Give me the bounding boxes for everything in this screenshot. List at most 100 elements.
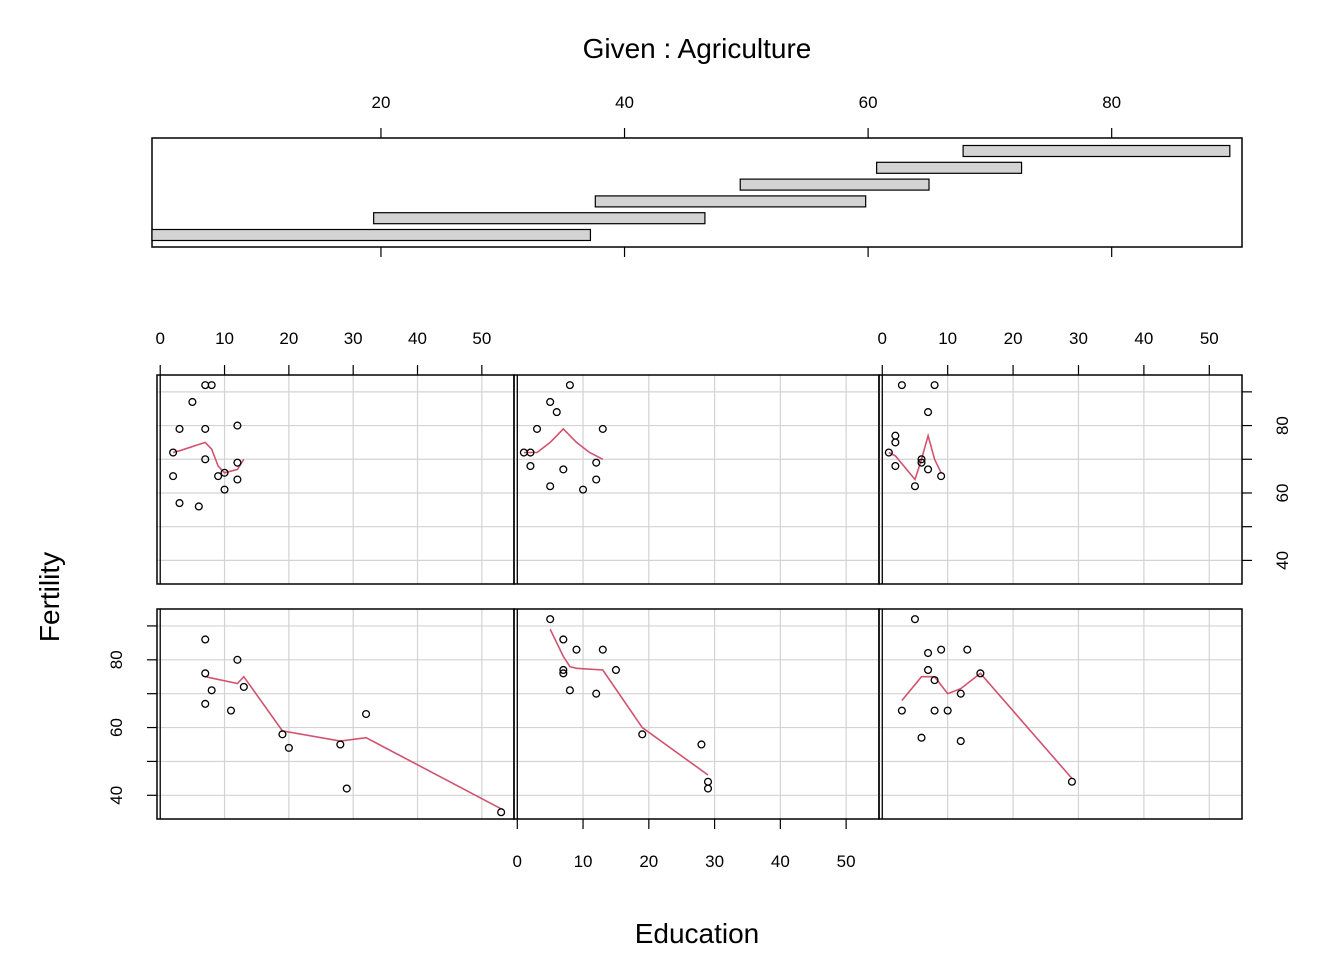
- x-tick-label: 20: [279, 329, 298, 348]
- scatter-panel: 40 60 80: [107, 608, 515, 820]
- x-tick-label: 40: [771, 852, 790, 871]
- smooth-line: [888, 432, 942, 482]
- scatter-panel: [878, 608, 1243, 820]
- given-interval-bar: [962, 144, 1231, 158]
- data-point: [891, 438, 900, 447]
- data-point: [284, 743, 293, 752]
- given-interval-bar: [594, 195, 867, 208]
- scatter-panel: [513, 374, 880, 585]
- smooth-line: [549, 628, 709, 776]
- data-point: [552, 408, 561, 417]
- data-point: [598, 424, 607, 433]
- x-tick-label: 20: [639, 852, 658, 871]
- x-tick-label: 40: [408, 329, 427, 348]
- data-point: [226, 706, 236, 715]
- data-point: [188, 397, 197, 407]
- data-point: [897, 381, 906, 390]
- panel-frame: [156, 374, 515, 585]
- data-point: [963, 645, 972, 654]
- panel-frame: [878, 608, 1243, 820]
- data-point: [497, 808, 506, 817]
- data-point: [592, 475, 601, 484]
- data-point: [336, 740, 345, 749]
- data-point: [943, 706, 952, 715]
- data-point: [201, 455, 210, 464]
- y-tick-label: 80: [1273, 416, 1292, 435]
- data-point: [976, 669, 985, 678]
- y-tick-label: 60: [107, 718, 126, 737]
- data-point: [532, 424, 542, 433]
- data-point: [546, 397, 555, 407]
- x-tick-label: 0: [878, 329, 887, 348]
- x-axis-title: Education: [635, 918, 760, 949]
- data-point: [546, 482, 555, 491]
- data-point: [956, 737, 965, 746]
- data-point: [937, 472, 946, 481]
- x-tick-label: 10: [938, 329, 957, 348]
- data-point: [910, 615, 920, 624]
- x-tick-label: 50: [837, 852, 856, 871]
- data-point: [559, 465, 568, 474]
- data-point: [930, 381, 939, 390]
- x-tick-label: 0: [513, 852, 522, 871]
- data-point: [910, 482, 920, 491]
- data-point: [207, 686, 216, 695]
- given-interval-bar: [876, 161, 1023, 174]
- data-point: [233, 421, 242, 430]
- given-tick-label: 40: [615, 93, 634, 112]
- given-tick-label: 20: [371, 93, 390, 112]
- data-point: [917, 455, 926, 464]
- data-point: [891, 431, 900, 440]
- data-point: [897, 706, 906, 715]
- data-point: [214, 472, 223, 481]
- data-point: [917, 733, 926, 742]
- chart-title: Given : Agriculture: [583, 33, 812, 64]
- data-point: [169, 448, 178, 457]
- x-tick-label: 50: [1200, 329, 1219, 348]
- data-point: [559, 635, 568, 644]
- data-point: [924, 648, 933, 658]
- panel-frame: [513, 608, 880, 820]
- data-point: [924, 465, 933, 474]
- data-point: [592, 458, 601, 467]
- data-point: [579, 485, 588, 494]
- given-tick-label: 60: [859, 93, 878, 112]
- given-panel: 20 40 60 80: [151, 93, 1243, 257]
- x-tick-label: 30: [344, 329, 363, 348]
- data-point: [924, 665, 933, 675]
- smooth-line: [901, 672, 1073, 779]
- data-point: [342, 784, 351, 793]
- data-point: [697, 740, 706, 749]
- scatter-panels: 0 10 20 30 40 50 0 10 20 30 40 50 40 60 80 40 60 80 0 10 20 3…: [107, 329, 1292, 871]
- data-point: [278, 730, 287, 739]
- scatter-panel: 0 10 20 30 40 50 40 60 80: [878, 329, 1292, 585]
- data-point: [917, 458, 926, 467]
- y-tick-label: 80: [107, 650, 126, 669]
- data-point: [572, 645, 581, 654]
- data-point: [559, 669, 568, 678]
- data-point: [201, 424, 210, 433]
- data-point: [546, 615, 555, 624]
- data-point: [703, 784, 713, 793]
- smooth-line: [172, 441, 245, 474]
- given-interval-bar: [739, 178, 930, 191]
- data-point: [930, 676, 939, 685]
- x-tick-label: 30: [1069, 329, 1088, 348]
- y-tick-label: 40: [107, 786, 126, 805]
- data-point: [565, 686, 574, 695]
- data-point: [201, 699, 210, 708]
- y-tick-label: 40: [1273, 551, 1292, 570]
- y-tick-label: 60: [1273, 484, 1292, 503]
- data-point: [175, 499, 184, 508]
- data-point: [362, 709, 371, 719]
- data-point: [201, 635, 210, 644]
- data-point: [207, 381, 216, 390]
- data-point: [956, 689, 965, 698]
- data-point: [239, 682, 248, 691]
- data-point: [1067, 777, 1076, 786]
- data-point: [233, 475, 242, 484]
- y-axis-title: Fertility: [34, 552, 65, 642]
- x-tick-label: 50: [472, 329, 491, 348]
